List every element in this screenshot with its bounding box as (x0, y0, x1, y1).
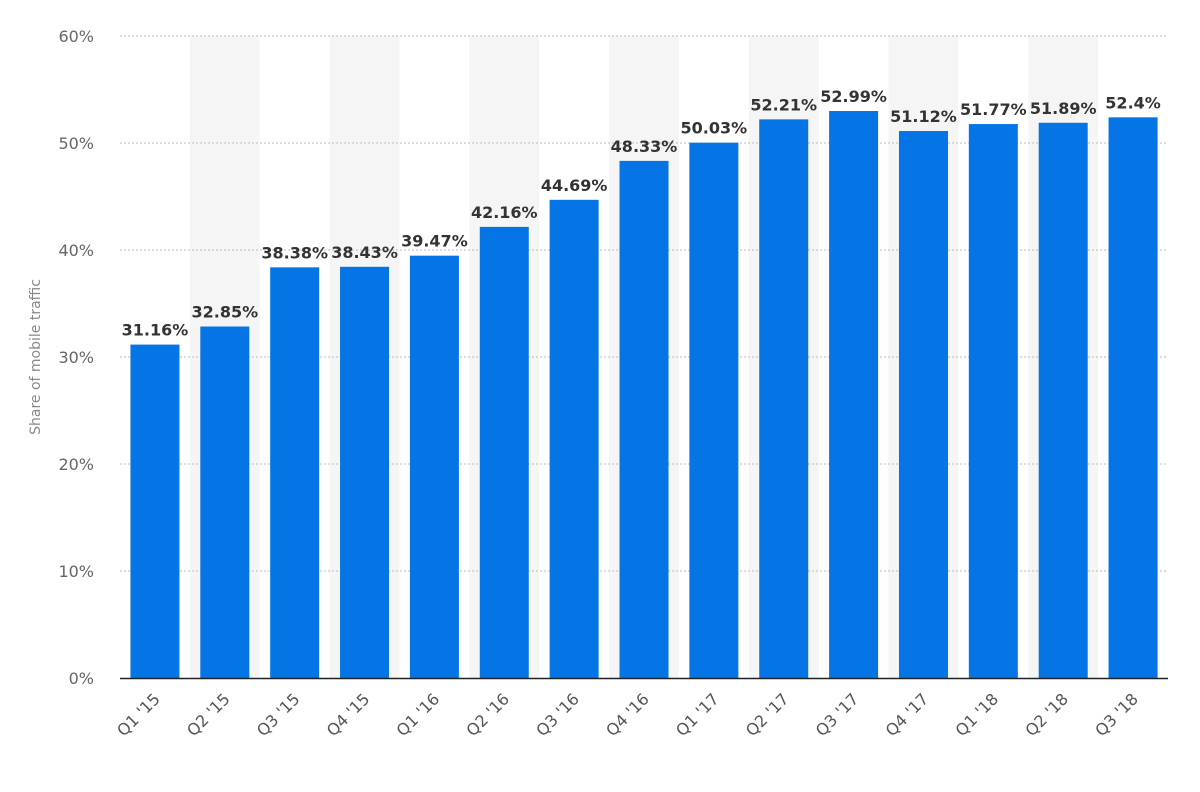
x-tick-label: Q4 '15 (323, 689, 374, 740)
data-label: 32.85% (191, 303, 258, 322)
data-label: 52.99% (820, 87, 887, 106)
data-labels: 31.16%32.85% 38.38% 38.43%39.47%42.16%44.6… (122, 87, 1161, 340)
bar (270, 267, 320, 678)
bar (1108, 117, 1158, 678)
bar (898, 131, 948, 679)
data-label: 50.03% (681, 119, 748, 138)
y-tick-label: 40% (58, 241, 94, 260)
bar (549, 199, 599, 678)
y-tick-label: 0% (69, 669, 94, 688)
y-axis-ticks: 0% 10% 20% 30% 40% 50% 60% (58, 27, 94, 688)
x-tick-label: Q4 '17 (882, 689, 933, 740)
y-tick-label: 10% (58, 562, 94, 581)
data-label: 48.33% (611, 137, 678, 156)
y-tick-label: 60% (58, 27, 94, 46)
bar (1038, 122, 1088, 679)
y-axis-title: Share of mobile traffic (28, 279, 44, 435)
x-tick-label: Q3 '18 (1091, 689, 1142, 740)
bars (130, 111, 1158, 679)
bar (130, 344, 180, 678)
bar (340, 266, 390, 678)
bar (619, 160, 669, 678)
bar (409, 255, 459, 678)
bar (689, 142, 739, 678)
y-tick-label: 20% (58, 455, 94, 474)
data-label: 44.69% (541, 176, 608, 195)
x-tick-label: Q3 '16 (532, 689, 583, 740)
data-label: 51.77% (960, 100, 1027, 119)
x-tick-label: Q2 '16 (462, 689, 513, 740)
x-tick-label: Q1 '17 (672, 689, 723, 740)
x-tick-label: Q1 '18 (952, 689, 1003, 740)
y-tick-label: 30% (58, 348, 94, 367)
data-label: 51.12% (890, 107, 957, 126)
data-label: 38.38% (261, 243, 328, 262)
bar (829, 111, 879, 678)
y-tick-label: 50% (58, 134, 94, 153)
bar (968, 124, 1018, 679)
data-label: 52.21% (750, 95, 817, 114)
data-label: 39.47% (401, 232, 468, 251)
x-tick-label: Q1 '15 (113, 689, 164, 740)
x-tick-label: Q4 '16 (602, 689, 653, 740)
x-tick-label: Q1 '16 (393, 689, 444, 740)
data-label: 31.16% (122, 321, 189, 340)
data-label: 38.43% (331, 243, 398, 262)
x-tick-label: Q2 '17 (742, 689, 793, 740)
data-label: 52.4% (1105, 93, 1161, 112)
data-label: 42.16% (471, 203, 538, 222)
bar (200, 326, 250, 678)
x-tick-label: Q3 '15 (253, 689, 304, 740)
x-axis-ticks: Q1 '15 Q2 '15 Q3 '15 Q4 '15 Q1 '16 Q2 '16 Q3 '… (113, 689, 1142, 740)
bar (479, 226, 529, 678)
bar (759, 119, 809, 678)
x-tick-label: Q3 '17 (812, 689, 863, 740)
x-tick-label: Q2 '18 (1021, 689, 1072, 740)
data-label: 51.89% (1030, 99, 1097, 118)
x-tick-label: Q2 '15 (183, 689, 234, 740)
